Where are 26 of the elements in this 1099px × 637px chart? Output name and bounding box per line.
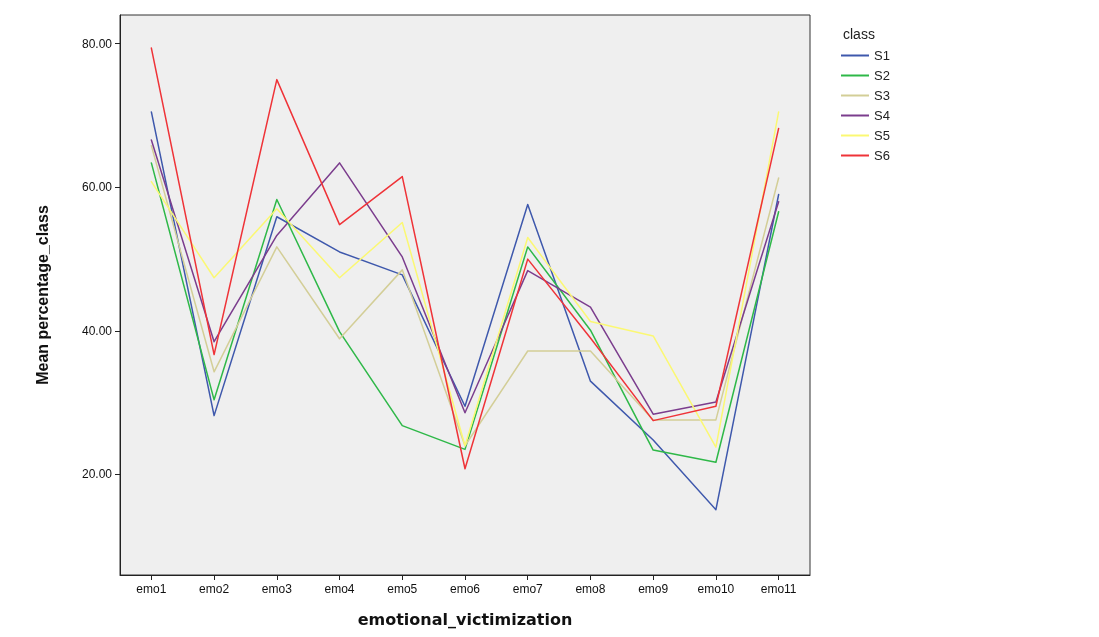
x-tick-label: emo5	[387, 582, 418, 596]
legend-label: S4	[874, 108, 890, 123]
legend-label: S5	[874, 128, 890, 143]
x-tick-label: emo11	[760, 582, 797, 596]
line-series	[150, 47, 780, 470]
x-axis-title: emotional_victimization	[357, 609, 573, 629]
x-tick-label: emo3	[261, 582, 293, 596]
x-tick-label: emo4	[324, 582, 355, 596]
x-tick-label: emo8	[575, 582, 606, 596]
y-tick-label: 40.00	[81, 323, 113, 338]
legend-label: S6	[874, 148, 890, 163]
y-tick-label: 60.00	[81, 180, 113, 195]
x-tick-label: emo1	[136, 582, 167, 596]
y-tick-label: 80.00	[81, 36, 113, 51]
y-axis-title: Mean percentage_class	[33, 205, 51, 385]
legend-label: S3	[874, 88, 890, 103]
x-tick-label: emo6	[449, 582, 481, 596]
y-tick-label: 20.00	[81, 467, 113, 482]
x-tick-label: emo2	[199, 582, 230, 596]
x-tick-label: emo9	[638, 582, 669, 596]
x-tick-label: emo7	[512, 582, 544, 596]
legend-label: S1	[874, 48, 890, 63]
x-tick-label: emo10	[697, 582, 735, 596]
legend-label: S2	[874, 68, 890, 83]
legend-title: class	[843, 26, 875, 42]
line-series	[150, 111, 780, 511]
